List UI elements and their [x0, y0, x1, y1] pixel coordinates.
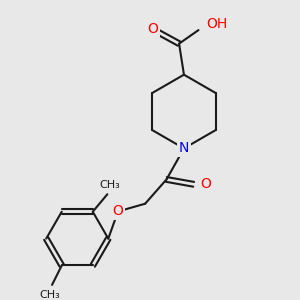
- Text: O: O: [200, 177, 211, 191]
- Text: N: N: [179, 141, 189, 155]
- Text: CH₃: CH₃: [40, 290, 61, 300]
- Text: OH: OH: [206, 17, 227, 31]
- Text: O: O: [148, 22, 158, 36]
- Text: O: O: [112, 205, 123, 218]
- Text: CH₃: CH₃: [99, 180, 120, 190]
